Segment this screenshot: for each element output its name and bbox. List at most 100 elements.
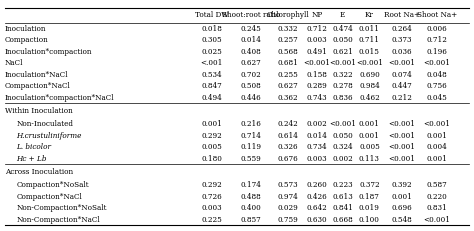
- Text: Inoculation*NaCl: Inoculation*NaCl: [5, 71, 68, 79]
- Text: 0.462: 0.462: [359, 94, 380, 102]
- Text: Compaction: Compaction: [5, 36, 48, 44]
- Text: Compaction*NoSalt: Compaction*NoSalt: [16, 181, 89, 189]
- Text: NaCl: NaCl: [5, 59, 23, 67]
- Text: 0.400: 0.400: [241, 204, 261, 212]
- Text: Non-Compaction*NoSalt: Non-Compaction*NoSalt: [16, 204, 107, 212]
- Text: 0.756: 0.756: [427, 82, 447, 90]
- Text: 0.488: 0.488: [241, 193, 261, 201]
- Text: <0.001: <0.001: [423, 216, 450, 224]
- Text: 0.712: 0.712: [426, 36, 447, 44]
- Text: 0.627: 0.627: [241, 59, 261, 67]
- Text: Non-Compaction*NaCl: Non-Compaction*NaCl: [16, 216, 100, 224]
- Text: 0.006: 0.006: [427, 25, 447, 33]
- Text: Inoculation*compaction: Inoculation*compaction: [5, 48, 92, 56]
- Text: 0.702: 0.702: [241, 71, 261, 79]
- Text: E: E: [340, 12, 345, 19]
- Text: 0.322: 0.322: [332, 71, 353, 79]
- Text: 0.534: 0.534: [201, 71, 222, 79]
- Text: 0.613: 0.613: [332, 193, 353, 201]
- Text: <.001: <.001: [200, 59, 223, 67]
- Text: 0.001: 0.001: [392, 193, 412, 201]
- Text: Shoot:root ratio: Shoot:root ratio: [222, 12, 280, 19]
- Text: Compaction*NaCl: Compaction*NaCl: [16, 193, 82, 201]
- Text: 0.857: 0.857: [241, 216, 261, 224]
- Text: <0.001: <0.001: [423, 59, 450, 67]
- Text: 0.984: 0.984: [359, 82, 380, 90]
- Text: 0.587: 0.587: [427, 181, 447, 189]
- Text: 0.264: 0.264: [392, 25, 412, 33]
- Text: <0.001: <0.001: [388, 120, 415, 128]
- Text: 0.011: 0.011: [359, 25, 380, 33]
- Text: 0.180: 0.180: [201, 155, 222, 163]
- Text: <0.001: <0.001: [423, 120, 450, 128]
- Text: 0.005: 0.005: [201, 143, 222, 151]
- Text: <0.001: <0.001: [388, 59, 415, 67]
- Text: 0.847: 0.847: [201, 82, 222, 90]
- Text: 0.614: 0.614: [278, 132, 299, 140]
- Text: 0.508: 0.508: [241, 82, 261, 90]
- Text: 0.048: 0.048: [427, 71, 447, 79]
- Text: 0.373: 0.373: [392, 36, 412, 44]
- Text: 0.212: 0.212: [392, 94, 412, 102]
- Text: Inoculation: Inoculation: [5, 25, 46, 33]
- Text: 0.187: 0.187: [359, 193, 380, 201]
- Text: 0.392: 0.392: [392, 181, 412, 189]
- Text: 0.216: 0.216: [240, 120, 261, 128]
- Text: 0.002: 0.002: [332, 155, 353, 163]
- Text: 0.223: 0.223: [332, 181, 353, 189]
- Text: 0.029: 0.029: [278, 204, 299, 212]
- Text: Shoot Na+: Shoot Na+: [417, 12, 457, 19]
- Text: H.crustuliniforme: H.crustuliniforme: [16, 132, 82, 140]
- Text: Inoculation*compaction*NaCl: Inoculation*compaction*NaCl: [5, 94, 114, 102]
- Text: 0.257: 0.257: [278, 36, 299, 44]
- Text: <0.001: <0.001: [388, 143, 415, 151]
- Text: 0.726: 0.726: [201, 193, 222, 201]
- Text: 0.305: 0.305: [201, 36, 222, 44]
- Text: 0.113: 0.113: [359, 155, 380, 163]
- Text: 0.014: 0.014: [240, 36, 261, 44]
- Text: 0.831: 0.831: [427, 204, 447, 212]
- Text: 0.015: 0.015: [359, 48, 380, 56]
- Text: 0.676: 0.676: [278, 155, 299, 163]
- Text: 0.494: 0.494: [201, 94, 222, 102]
- Text: 0.100: 0.100: [359, 216, 380, 224]
- Text: 0.245: 0.245: [241, 25, 261, 33]
- Text: 0.372: 0.372: [359, 181, 380, 189]
- Text: 0.174: 0.174: [240, 181, 261, 189]
- Text: 0.002: 0.002: [307, 120, 327, 128]
- Text: Within Inoculation: Within Inoculation: [5, 107, 73, 115]
- Text: 0.001: 0.001: [201, 120, 222, 128]
- Text: 0.734: 0.734: [307, 143, 327, 151]
- Text: L. bicolor: L. bicolor: [16, 143, 51, 151]
- Text: 0.714: 0.714: [240, 132, 261, 140]
- Text: 0.292: 0.292: [201, 181, 222, 189]
- Text: NP: NP: [311, 12, 322, 19]
- Text: 0.036: 0.036: [392, 48, 412, 56]
- Text: Hc + Lb: Hc + Lb: [16, 155, 47, 163]
- Text: <0.001: <0.001: [388, 155, 415, 163]
- Text: 0.050: 0.050: [332, 36, 353, 44]
- Text: Kr: Kr: [365, 12, 374, 19]
- Text: 0.362: 0.362: [278, 94, 299, 102]
- Text: 0.119: 0.119: [240, 143, 262, 151]
- Text: <0.001: <0.001: [329, 120, 356, 128]
- Text: Compaction*NaCl: Compaction*NaCl: [5, 82, 71, 90]
- Text: 0.050: 0.050: [332, 132, 353, 140]
- Text: 0.681: 0.681: [278, 59, 299, 67]
- Text: 0.278: 0.278: [332, 82, 353, 90]
- Text: 0.004: 0.004: [427, 143, 447, 151]
- Text: 0.196: 0.196: [426, 48, 447, 56]
- Text: 0.447: 0.447: [392, 82, 412, 90]
- Text: 0.018: 0.018: [201, 25, 222, 33]
- Text: 0.324: 0.324: [332, 143, 353, 151]
- Text: 0.001: 0.001: [359, 120, 380, 128]
- Text: 0.019: 0.019: [359, 204, 380, 212]
- Text: 0.014: 0.014: [307, 132, 328, 140]
- Text: Chlorophyll: Chlorophyll: [267, 12, 310, 19]
- Text: Root Na+: Root Na+: [384, 12, 420, 19]
- Text: 0.836: 0.836: [332, 94, 353, 102]
- Text: <0.001: <0.001: [388, 132, 415, 140]
- Text: 0.711: 0.711: [359, 36, 380, 44]
- Text: 0.627: 0.627: [278, 82, 299, 90]
- Text: 0.642: 0.642: [307, 204, 327, 212]
